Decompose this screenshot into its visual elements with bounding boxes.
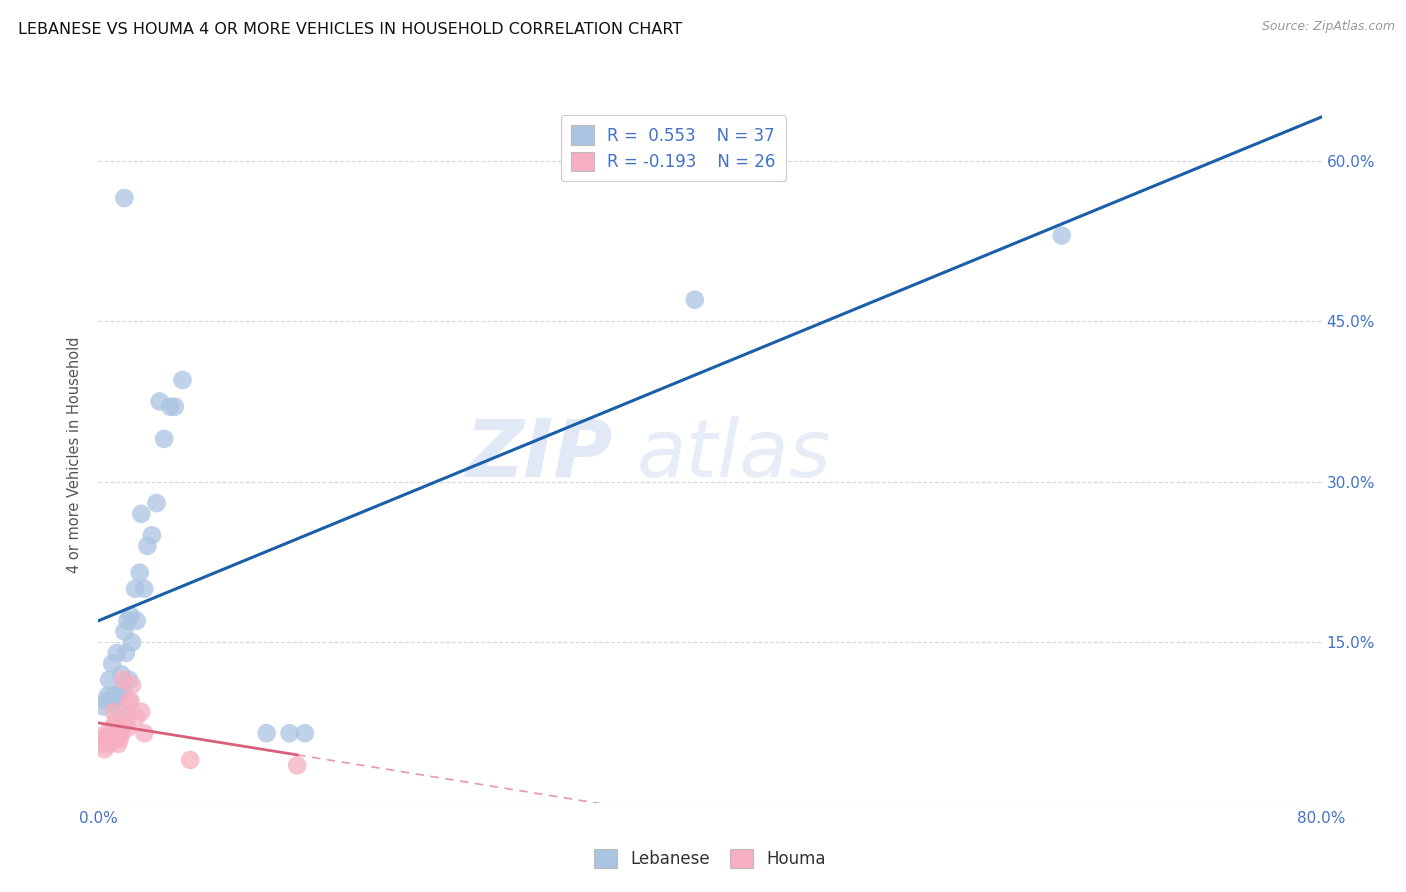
Point xyxy=(100,731,122,746)
Point xyxy=(278,726,301,740)
Point xyxy=(163,400,186,414)
Point xyxy=(1050,228,1073,243)
Point xyxy=(134,582,156,596)
Point xyxy=(141,528,163,542)
Point xyxy=(256,726,278,740)
Point xyxy=(91,731,114,746)
Point xyxy=(112,715,135,730)
Point xyxy=(100,694,122,708)
Point xyxy=(179,753,201,767)
Point xyxy=(117,721,139,735)
Y-axis label: 4 or more Vehicles in Household: 4 or more Vehicles in Household xyxy=(67,336,83,574)
Point xyxy=(98,737,121,751)
Point xyxy=(101,721,124,735)
Point xyxy=(103,689,125,703)
Text: LEBANESE VS HOUMA 4 OR MORE VEHICLES IN HOUSEHOLD CORRELATION CHART: LEBANESE VS HOUMA 4 OR MORE VEHICLES IN … xyxy=(18,22,682,37)
Point xyxy=(125,710,148,724)
Point xyxy=(98,673,121,687)
Point xyxy=(172,373,194,387)
Point xyxy=(121,635,143,649)
Point xyxy=(120,694,142,708)
Point xyxy=(94,694,117,708)
Point xyxy=(104,715,127,730)
Point xyxy=(115,710,138,724)
Point xyxy=(111,683,134,698)
Point xyxy=(124,582,146,596)
Point xyxy=(128,566,150,580)
Point xyxy=(111,673,134,687)
Point xyxy=(108,731,131,746)
Point xyxy=(110,726,132,740)
Point xyxy=(121,678,143,692)
Point xyxy=(145,496,167,510)
Point xyxy=(294,726,316,740)
Text: Source: ZipAtlas.com: Source: ZipAtlas.com xyxy=(1261,20,1395,33)
Point xyxy=(159,400,181,414)
Point xyxy=(118,673,141,687)
Point xyxy=(94,726,117,740)
Point xyxy=(112,624,135,639)
Point xyxy=(129,705,152,719)
Point xyxy=(104,694,127,708)
Point xyxy=(91,699,114,714)
Point xyxy=(107,737,129,751)
Point xyxy=(105,646,128,660)
Point xyxy=(103,705,125,719)
Legend: Lebanese, Houma: Lebanese, Houma xyxy=(583,838,837,878)
Point xyxy=(117,614,139,628)
Point xyxy=(129,507,152,521)
Text: ZIP: ZIP xyxy=(465,416,612,494)
Point xyxy=(683,293,706,307)
Point xyxy=(153,432,176,446)
Point xyxy=(118,694,141,708)
Point xyxy=(101,657,124,671)
Point xyxy=(93,742,115,756)
Point xyxy=(115,646,138,660)
Point xyxy=(149,394,172,409)
Point xyxy=(107,689,129,703)
Point xyxy=(110,667,132,681)
Point xyxy=(136,539,159,553)
Point xyxy=(125,614,148,628)
Point xyxy=(108,705,131,719)
Point xyxy=(97,689,120,703)
Point xyxy=(105,731,128,746)
Point xyxy=(97,731,120,746)
Point xyxy=(285,758,308,772)
Point xyxy=(120,608,142,623)
Point xyxy=(112,191,135,205)
Point xyxy=(90,737,112,751)
Point xyxy=(134,726,156,740)
Text: atlas: atlas xyxy=(637,416,831,494)
